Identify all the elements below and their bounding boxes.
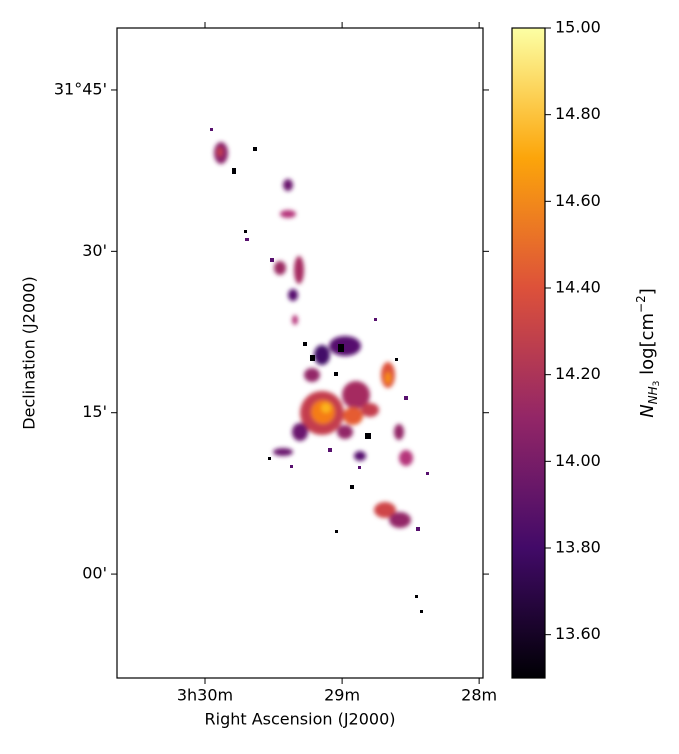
y-tick-label: 31°45' xyxy=(54,79,107,98)
x-tick-label: 28m xyxy=(461,686,497,705)
y-tick-label: 15' xyxy=(82,402,107,421)
colorbar-label-close: ] xyxy=(637,288,658,295)
colorbar-label-exponent: −2 xyxy=(634,295,648,313)
colorbar-tick-label: 14.40 xyxy=(555,278,601,297)
colorbar-tick-label: 14.00 xyxy=(555,451,601,470)
colorbar-tick-label: 13.80 xyxy=(555,538,601,557)
colorbar-tick-label: 13.60 xyxy=(555,624,601,643)
colorbar-label-subsubscript: 3 xyxy=(652,381,662,387)
x-axis-label: Right Ascension (J2000) xyxy=(205,710,396,729)
x-tick-label: 29m xyxy=(324,686,360,705)
y-tick-label: 00' xyxy=(82,564,107,583)
colorbar-frame xyxy=(511,27,546,679)
emission-map xyxy=(210,128,429,613)
axes-frame xyxy=(116,27,484,679)
colorbar-label-subscript: NH xyxy=(646,386,660,404)
colorbar-tick-label: 14.80 xyxy=(555,104,601,123)
colorbar-label: NNH3 log[cm−2] xyxy=(634,288,662,418)
y-axis-label: Declination (J2000) xyxy=(20,276,39,429)
colorbar-label-unit: log[cm xyxy=(637,313,658,381)
x-tick-label: 3h30m xyxy=(177,686,233,705)
colorbar-tick-label: 14.20 xyxy=(555,364,601,383)
colorbar-label-symbol: N xyxy=(637,404,658,417)
y-tick-label: 30' xyxy=(82,241,107,260)
colorbar-tick-label: 15.00 xyxy=(555,18,601,37)
colorbar xyxy=(512,28,545,678)
colorbar-tick-label: 14.60 xyxy=(555,191,601,210)
